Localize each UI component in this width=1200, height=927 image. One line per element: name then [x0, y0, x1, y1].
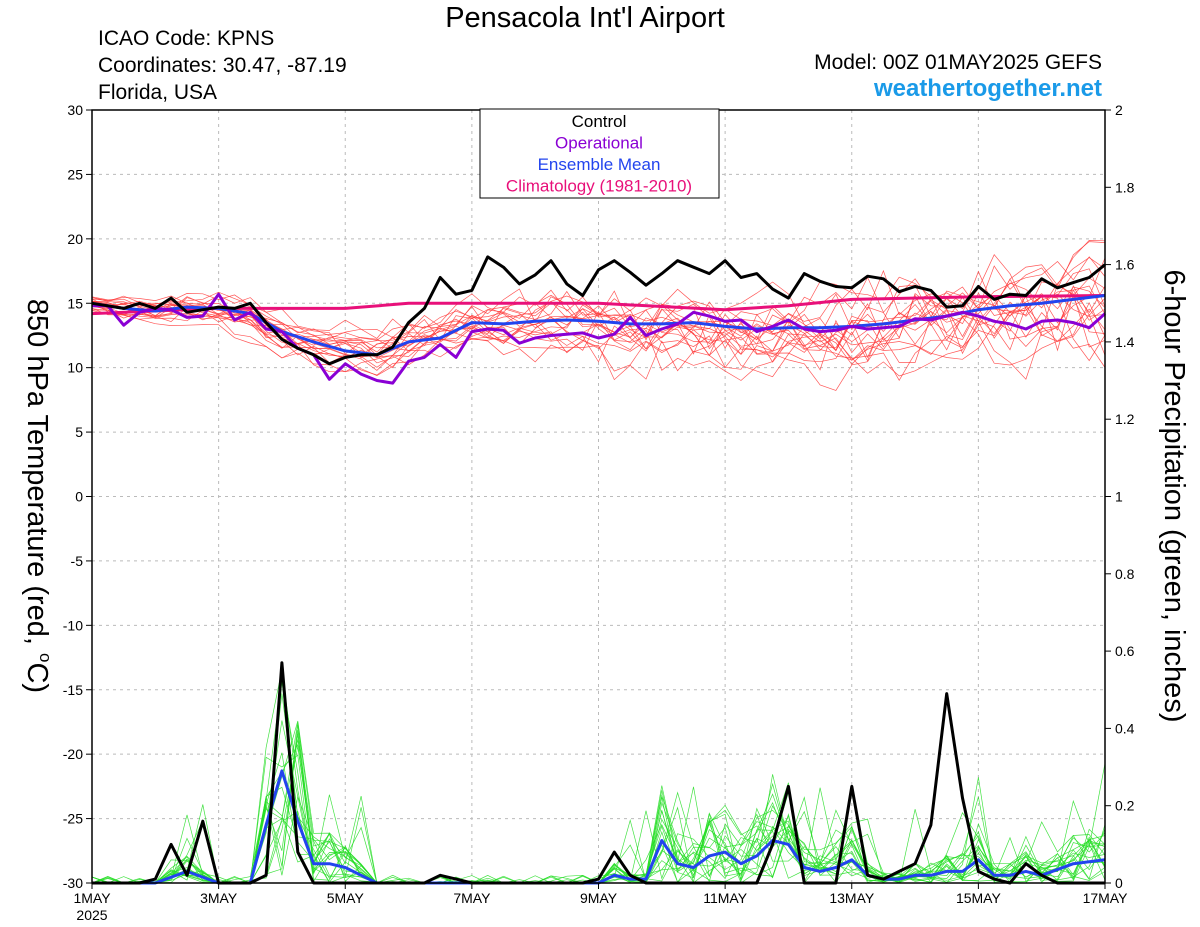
right-tick-label: 1.6 [1115, 257, 1135, 273]
left-tick-label: -30 [63, 875, 83, 891]
temperature-member-line [91, 268, 1106, 371]
precipitation-member-line [92, 743, 1106, 884]
left-axis-label: 850 hPa Temperature (red, oC) [21, 299, 55, 693]
legend-entry: Climatology (1981-2010) [506, 177, 692, 196]
left-tick-label: 10 [67, 360, 83, 376]
right-tick-label: 0 [1115, 875, 1123, 891]
left-tick-label: -5 [71, 553, 84, 569]
x-tick-label: 7MAY [453, 890, 491, 906]
right-tick-label: 0.6 [1115, 643, 1135, 659]
right-tick-label: 1 [1115, 489, 1123, 505]
climatology-1981-2010-temperature-line [91, 294, 1106, 316]
x-tick-label: 3MAY [200, 890, 238, 906]
icao-code-label: ICAO Code: KPNS [98, 27, 275, 50]
grid [92, 110, 1105, 883]
site-link[interactable]: weathertogether.net [873, 75, 1102, 102]
x-axis-ticks: 1MAY 3MAY 5MAY 7MAY 9MAY 11MAY 13MAY 15MAY 17MAY… [73, 883, 1128, 923]
temperature-member-line [91, 281, 1106, 373]
right-axis-label: 6-hour Precipitation (green, inches) [1158, 270, 1190, 723]
left-tick-label: 20 [67, 231, 83, 247]
temperature-member-line [91, 288, 1106, 381]
x-tick-label: 1MAY [73, 890, 111, 906]
x-tick-label: 11MAY [703, 890, 747, 906]
x-tick-label: 17MAY [1083, 890, 1129, 906]
right-tick-label: 1.8 [1115, 179, 1135, 195]
legend: Control Operational Ensemble Mean Climatolo… [479, 108, 720, 199]
x-tick-label: 5MAY [327, 890, 365, 906]
x-tick-label: 9MAY [580, 890, 618, 906]
left-tick-label: -25 [63, 811, 83, 827]
x-tick-label: 15MAY [956, 890, 1002, 906]
control-temperature-line [91, 255, 1106, 366]
left-tick-label: -15 [63, 682, 83, 698]
left-tick-label: -20 [63, 746, 83, 762]
chart-title: Pensacola Int'l Airport [445, 2, 725, 34]
temperature-member-line [91, 256, 1106, 363]
left-tick-label: 25 [67, 166, 83, 182]
left-tick-label: -10 [63, 617, 83, 633]
right-tick-label: 0.8 [1115, 566, 1135, 582]
ensemble-mean-precipitation-line [92, 769, 1106, 885]
legend-entry: Operational [555, 134, 643, 153]
legend-entry: Ensemble Mean [538, 155, 661, 174]
x-tick-label: 13MAY [829, 890, 875, 906]
left-tick-label: 30 [67, 102, 83, 118]
right-tick-label: 2 [1115, 102, 1123, 118]
right-tick-label: 1.2 [1115, 411, 1135, 427]
legend-entry: Control [572, 112, 627, 131]
x-year-label: 2025 [76, 907, 107, 923]
operational-temperature-line [92, 292, 1106, 385]
coordinates-label: Coordinates: 30.47, -87.19 [98, 54, 347, 77]
right-tick-label: 1.4 [1115, 334, 1135, 350]
region-label: Florida, USA [98, 81, 218, 104]
right-axis-ticks: 2 1.8 1.6 1.4 1.2 1 0.8 0.6 0.4 0.2 0 [1105, 102, 1135, 891]
right-tick-label: 0.4 [1115, 720, 1135, 736]
legend-box [479, 108, 720, 199]
precipitation-member-line [91, 746, 1106, 884]
left-axis-ticks: 30 25 20 15 10 5 0 -5 -10 -15 -20 -25 -30 [63, 102, 92, 891]
control-precipitation-line [92, 661, 1105, 885]
temperature-member-line [91, 293, 1106, 372]
left-tick-label: 0 [75, 489, 83, 505]
left-tick-label: 15 [67, 295, 83, 311]
model-run-label: Model: 00Z 01MAY2025 GEFS [814, 51, 1102, 74]
left-tick-label: 5 [75, 424, 83, 440]
series-lines [91, 255, 1106, 885]
right-tick-label: 0.2 [1115, 798, 1135, 814]
